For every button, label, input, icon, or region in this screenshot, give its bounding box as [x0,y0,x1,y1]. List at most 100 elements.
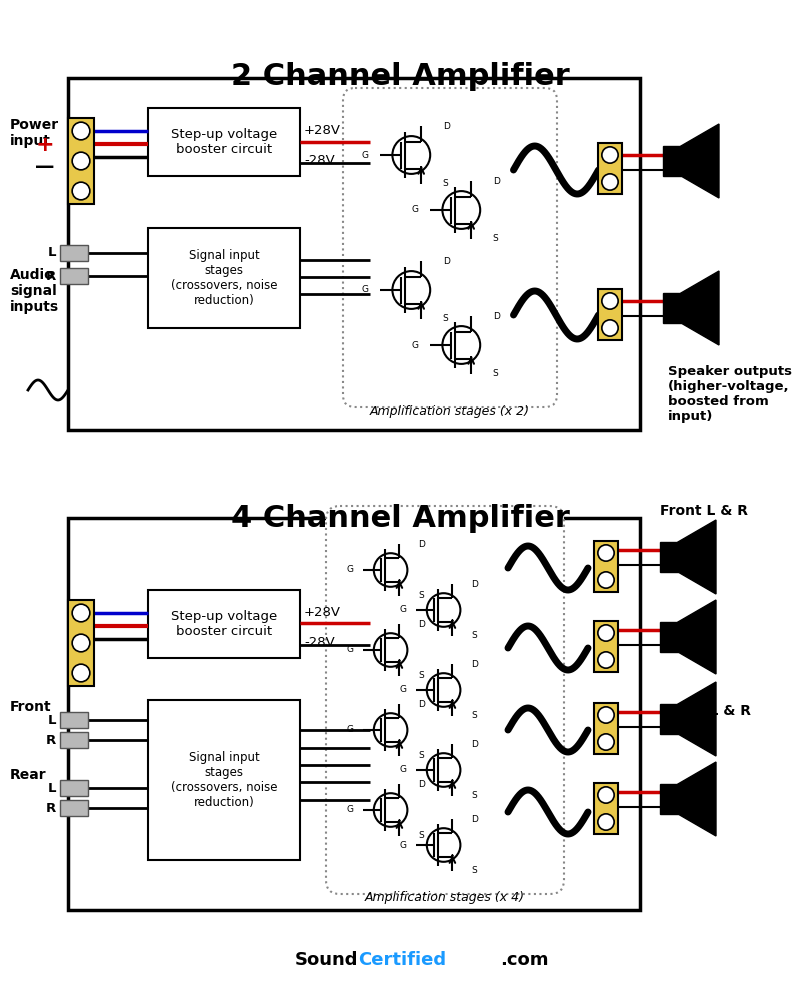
Text: G: G [400,686,406,694]
Circle shape [598,707,614,723]
Text: D: D [493,312,500,321]
Text: R: R [46,802,56,814]
Circle shape [602,147,618,163]
Text: Audio
signal
inputs: Audio signal inputs [10,268,59,314]
Text: S: S [493,234,498,243]
Bar [660,622,678,652]
Text: G: G [346,646,354,654]
Text: G: G [346,726,354,734]
Text: Step-up voltage
booster circuit: Step-up voltage booster circuit [171,610,277,638]
Text: Amplification stages (x 2): Amplification stages (x 2) [370,404,530,418]
Text: Front: Front [10,700,52,714]
Circle shape [72,664,90,682]
Text: G: G [362,150,369,159]
Text: L: L [47,714,56,726]
Text: S: S [418,751,424,760]
Text: Signal input
stages
(crossovers, noise
reduction): Signal input stages (crossovers, noise r… [170,751,278,809]
Polygon shape [681,271,719,345]
Text: Rear: Rear [10,768,46,782]
Bar [60,245,88,261]
Text: Speaker outputs
(higher-voltage,
boosted from
input): Speaker outputs (higher-voltage, boosted… [668,365,792,423]
Text: G: G [346,566,354,574]
Bar [663,146,681,176]
Text: +: + [36,135,54,155]
Text: D: D [472,580,478,589]
Bar [68,78,640,430]
Text: 2 Channel Amplifier: 2 Channel Amplifier [230,62,570,91]
Circle shape [598,814,614,830]
Text: Signal input
stages
(crossovers, noise
reduction): Signal input stages (crossovers, noise r… [170,249,278,307]
Circle shape [598,572,614,588]
Bar [594,621,618,672]
Text: S: S [472,866,478,875]
Text: 4 Channel Amplifier: 4 Channel Amplifier [230,504,570,533]
Text: R: R [46,269,56,282]
Circle shape [72,152,90,170]
Text: D: D [493,177,500,186]
Bar [148,700,300,860]
Bar [60,780,88,796]
Text: G: G [412,340,419,350]
Bar [60,268,88,284]
Text: Front L & R: Front L & R [660,504,748,518]
Text: -28V: -28V [304,153,334,166]
Text: Power
input: Power input [10,118,59,148]
Text: G: G [346,806,354,814]
Text: G: G [400,766,406,774]
Circle shape [602,320,618,336]
Text: Amplification stages (x 4): Amplification stages (x 4) [365,892,525,904]
Text: S: S [493,369,498,378]
Text: Step-up voltage
booster circuit: Step-up voltage booster circuit [171,128,277,156]
Text: +28V: +28V [304,605,341,618]
FancyBboxPatch shape [326,506,564,894]
Bar [68,518,640,910]
Circle shape [598,734,614,750]
Bar [148,590,300,658]
Text: D: D [472,740,478,749]
Polygon shape [678,682,716,756]
Text: D: D [418,700,426,709]
Text: S: S [443,179,449,188]
Text: D: D [472,815,478,824]
Text: S: S [418,831,424,840]
FancyBboxPatch shape [343,88,557,407]
Text: D: D [418,780,426,789]
Text: S: S [472,631,478,640]
Circle shape [72,604,90,622]
Circle shape [598,787,614,803]
Text: Rear L & R: Rear L & R [668,704,751,718]
Bar [148,108,300,176]
Text: D: D [418,620,426,629]
Text: S: S [418,671,424,680]
Bar [60,800,88,816]
Circle shape [72,122,90,140]
Bar [594,541,618,592]
Bar [60,732,88,748]
Bar [68,600,94,686]
Text: G: G [400,840,406,850]
Text: S: S [443,314,449,323]
Text: —: — [35,157,54,176]
Circle shape [72,634,90,652]
Polygon shape [678,762,716,836]
Polygon shape [678,600,716,674]
Text: S: S [472,791,478,800]
Bar [68,118,94,204]
Bar [660,784,678,814]
Polygon shape [678,520,716,594]
Bar [660,542,678,572]
Circle shape [602,293,618,309]
Circle shape [598,652,614,668]
Circle shape [602,174,618,190]
Circle shape [598,545,614,561]
Polygon shape [681,124,719,198]
Text: L: L [47,246,56,259]
Bar [598,143,622,194]
Text: D: D [443,122,450,131]
Text: G: G [362,286,369,294]
Bar [148,228,300,328]
Bar [660,704,678,734]
Text: G: G [412,206,419,215]
Circle shape [72,182,90,200]
Text: D: D [472,660,478,669]
